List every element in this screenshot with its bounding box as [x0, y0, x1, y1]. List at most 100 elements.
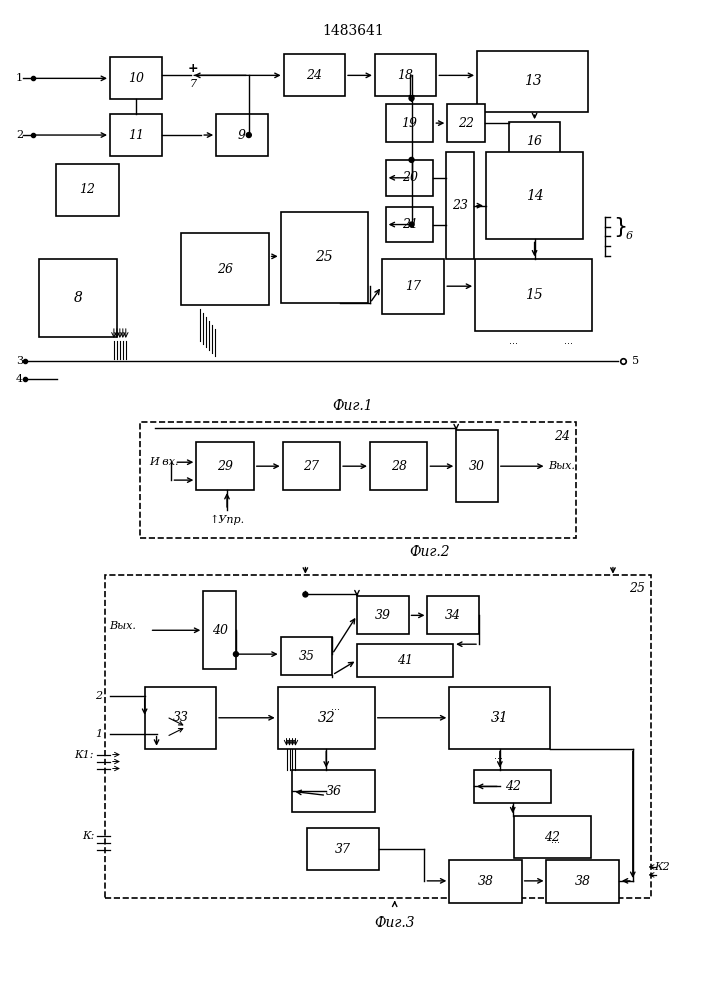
Text: 26: 26 — [217, 263, 233, 276]
FancyBboxPatch shape — [293, 770, 375, 812]
FancyBboxPatch shape — [448, 104, 485, 142]
FancyBboxPatch shape — [145, 687, 216, 749]
Text: ...: ... — [509, 336, 518, 346]
FancyBboxPatch shape — [449, 860, 522, 903]
Text: 7: 7 — [189, 79, 197, 89]
Text: 1: 1 — [16, 73, 23, 83]
Text: 1483641: 1483641 — [322, 24, 384, 38]
FancyBboxPatch shape — [281, 212, 368, 303]
Text: ...: ... — [494, 711, 503, 721]
Text: }: } — [613, 217, 627, 237]
FancyBboxPatch shape — [474, 770, 551, 803]
FancyBboxPatch shape — [182, 233, 269, 305]
Text: ↑Упр.: ↑Упр. — [209, 515, 245, 525]
Text: Вых.: Вых. — [549, 461, 575, 471]
FancyBboxPatch shape — [386, 104, 433, 142]
FancyBboxPatch shape — [386, 160, 433, 196]
FancyBboxPatch shape — [281, 637, 332, 675]
Text: Вых.: Вых. — [109, 621, 136, 631]
FancyBboxPatch shape — [105, 575, 650, 898]
FancyBboxPatch shape — [514, 816, 591, 858]
FancyBboxPatch shape — [308, 828, 379, 870]
FancyBboxPatch shape — [370, 442, 428, 490]
Text: 41: 41 — [397, 654, 413, 667]
Text: 16: 16 — [527, 135, 542, 148]
Text: 13: 13 — [524, 74, 542, 88]
Text: 23: 23 — [452, 199, 468, 212]
Text: 19: 19 — [402, 117, 418, 130]
Text: 31: 31 — [491, 711, 509, 725]
Text: Фиг.3: Фиг.3 — [375, 916, 415, 930]
Text: К2: К2 — [655, 862, 670, 872]
Text: 30: 30 — [469, 460, 485, 473]
Circle shape — [409, 157, 414, 162]
Text: 6: 6 — [626, 231, 633, 241]
Text: 17: 17 — [405, 280, 421, 293]
FancyBboxPatch shape — [110, 57, 161, 99]
Text: 38: 38 — [575, 875, 590, 888]
Text: 33: 33 — [173, 711, 188, 724]
Text: +: + — [188, 62, 199, 75]
Text: 8: 8 — [74, 291, 83, 305]
Text: 5: 5 — [632, 356, 639, 366]
Text: Фиг.2: Фиг.2 — [409, 545, 450, 559]
FancyBboxPatch shape — [446, 152, 474, 259]
Text: 3: 3 — [16, 356, 23, 366]
Text: 24: 24 — [306, 69, 322, 82]
FancyBboxPatch shape — [110, 114, 161, 156]
Text: 22: 22 — [458, 117, 474, 130]
Text: 15: 15 — [525, 288, 542, 302]
Text: И вх.: И вх. — [150, 457, 179, 467]
FancyBboxPatch shape — [57, 164, 119, 216]
Text: 40: 40 — [211, 624, 228, 637]
Text: ...: ... — [563, 336, 573, 346]
FancyBboxPatch shape — [456, 430, 498, 502]
Text: 25: 25 — [629, 582, 645, 595]
FancyBboxPatch shape — [475, 259, 592, 331]
Text: К1:: К1: — [74, 750, 94, 760]
Text: ...: ... — [494, 751, 503, 761]
Text: 42: 42 — [544, 831, 561, 844]
Text: 35: 35 — [298, 650, 315, 663]
Text: Фиг.1: Фиг.1 — [333, 399, 373, 413]
FancyBboxPatch shape — [477, 51, 588, 112]
Text: 10: 10 — [128, 72, 144, 85]
FancyBboxPatch shape — [283, 442, 340, 490]
Text: 29: 29 — [217, 460, 233, 473]
Text: 2: 2 — [16, 130, 23, 140]
Text: 2: 2 — [95, 691, 103, 701]
Text: К:: К: — [82, 831, 94, 841]
Text: 34: 34 — [445, 609, 461, 622]
Text: 39: 39 — [375, 609, 391, 622]
FancyBboxPatch shape — [386, 207, 433, 242]
Circle shape — [246, 133, 251, 138]
FancyBboxPatch shape — [203, 591, 236, 669]
Text: 11: 11 — [128, 129, 144, 142]
Text: 42: 42 — [505, 780, 521, 793]
Circle shape — [409, 96, 414, 101]
FancyBboxPatch shape — [278, 687, 375, 749]
FancyBboxPatch shape — [197, 442, 254, 490]
Text: 1: 1 — [95, 729, 103, 739]
Text: 38: 38 — [477, 875, 493, 888]
FancyBboxPatch shape — [428, 596, 479, 634]
Text: 12: 12 — [80, 183, 95, 196]
FancyBboxPatch shape — [216, 114, 268, 156]
Text: 28: 28 — [391, 460, 407, 473]
Text: 21: 21 — [402, 218, 418, 231]
FancyBboxPatch shape — [547, 860, 619, 903]
Circle shape — [303, 592, 308, 597]
Circle shape — [409, 222, 414, 227]
FancyBboxPatch shape — [375, 54, 436, 96]
Text: 18: 18 — [397, 69, 414, 82]
Text: 32: 32 — [317, 711, 335, 725]
FancyBboxPatch shape — [486, 152, 583, 239]
Text: 27: 27 — [303, 460, 320, 473]
FancyBboxPatch shape — [357, 596, 409, 634]
FancyBboxPatch shape — [140, 422, 576, 538]
Text: 24: 24 — [554, 430, 571, 443]
Text: 14: 14 — [526, 189, 544, 203]
Text: 9: 9 — [238, 129, 246, 142]
Text: 25: 25 — [315, 250, 333, 264]
FancyBboxPatch shape — [509, 122, 561, 160]
